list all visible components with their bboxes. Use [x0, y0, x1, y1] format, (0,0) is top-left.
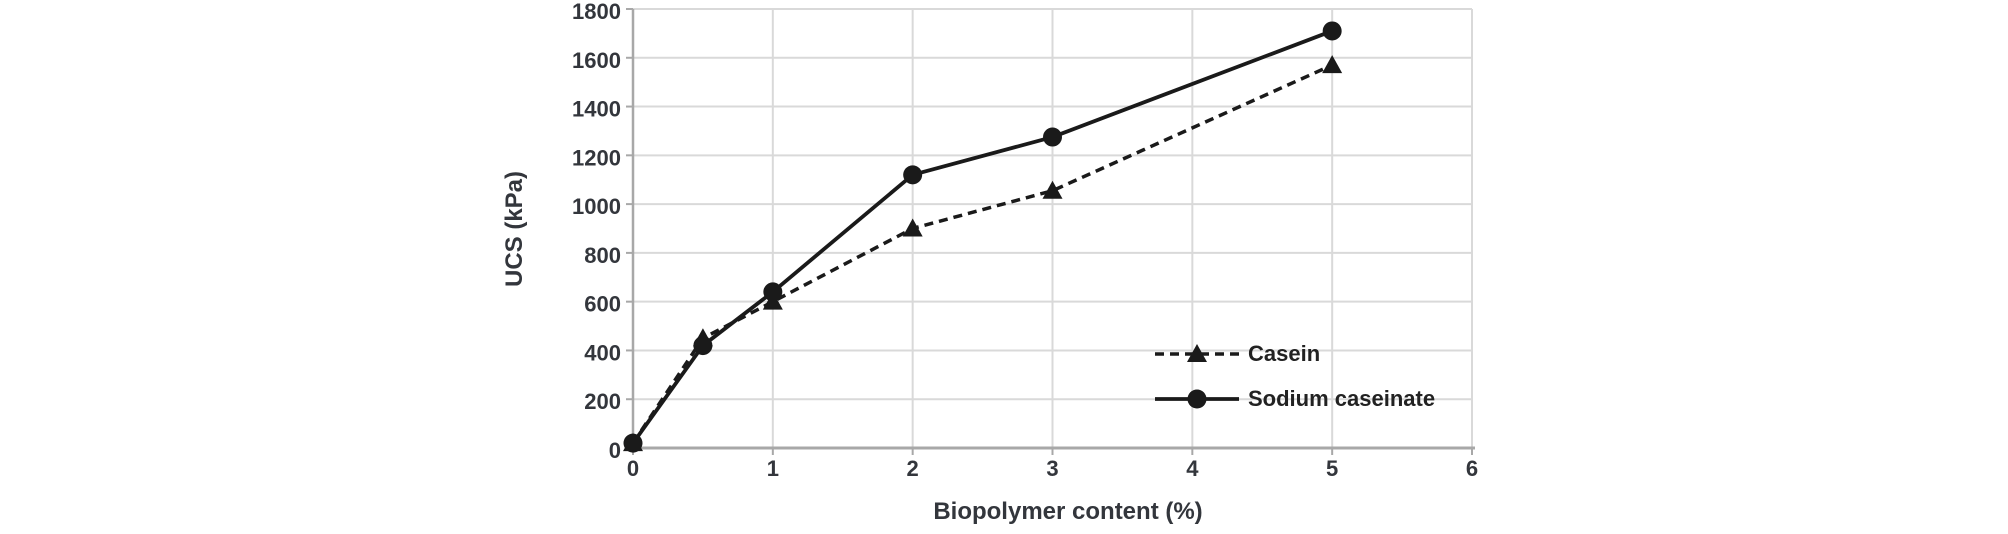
y-tick-label: 1800	[572, 0, 621, 24]
legend-item-casein: Casein	[1155, 338, 1435, 370]
x-tick-label: 6	[1466, 456, 1478, 481]
circle-marker	[1187, 389, 1207, 409]
legend-item-sodium-caseinate: Sodium caseinate	[1155, 383, 1435, 415]
y-tick-label: 1600	[572, 48, 621, 73]
circle-marker	[693, 336, 713, 356]
casein-dashed-line-swatch	[1155, 344, 1239, 362]
y-tick-label: 200	[584, 389, 621, 414]
y-tick-label: 400	[584, 340, 621, 365]
x-tick-label: 0	[627, 456, 639, 481]
triangle-marker	[1322, 55, 1343, 74]
triangle-marker	[1187, 344, 1207, 362]
x-tick-label: 4	[1186, 456, 1199, 481]
triangle-marker	[902, 218, 923, 237]
solid-data-line	[631, 29, 1333, 445]
y-tick-label: 1200	[572, 145, 621, 170]
y-tick-label: 1400	[572, 97, 621, 122]
circle-marker	[763, 282, 783, 302]
triangle-marker	[1042, 180, 1063, 199]
legend: Casein Sodium caseinate	[1155, 338, 1435, 428]
circle-marker	[1043, 127, 1062, 147]
circle-marker	[903, 165, 923, 185]
x-tick-label: 1	[767, 456, 779, 481]
circle-marker	[623, 433, 643, 453]
y-tick-label: 0	[609, 438, 621, 463]
sodium-caseinate-solid-line-swatch	[1155, 389, 1239, 409]
x-tick-label: 2	[907, 456, 919, 481]
x-tick-label: 3	[1046, 456, 1058, 481]
y-axis-title: UCS (kPa)	[501, 170, 528, 288]
circle-marker	[1322, 21, 1342, 41]
series-sodium-caseinate	[623, 21, 1342, 453]
dashed-data-line	[631, 63, 1333, 445]
x-tick-label: 5	[1326, 456, 1338, 481]
legend-label-casein: Casein	[1248, 341, 1321, 366]
legend-label-sodium-caseinate: Sodium caseinate	[1248, 386, 1436, 411]
y-tick-label: 800	[584, 243, 621, 268]
y-tick-label: 600	[584, 292, 621, 317]
y-tick-label: 1000	[572, 194, 621, 219]
x-axis-title: Biopolymer content (%)	[933, 498, 1203, 525]
